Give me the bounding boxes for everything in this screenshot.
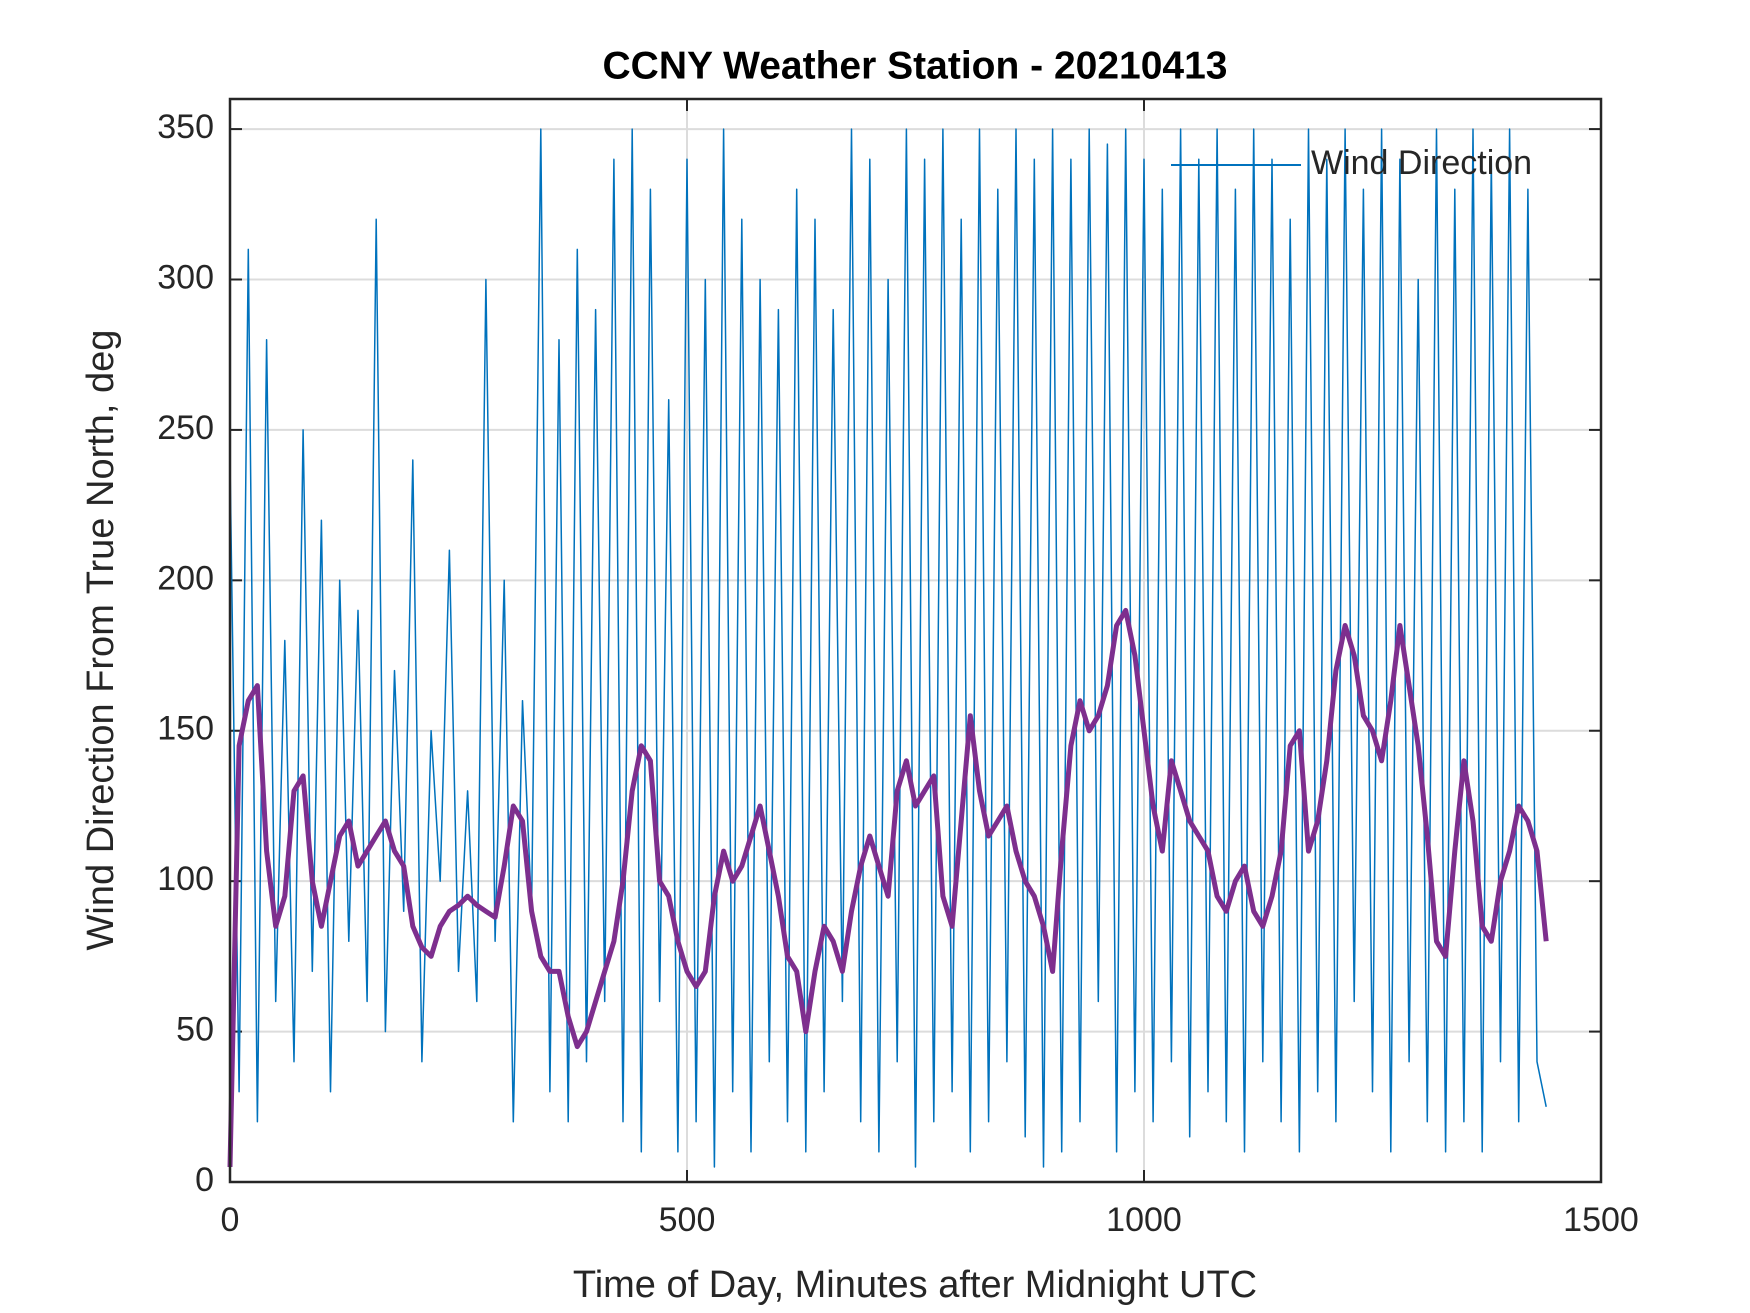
y-tick-label: 150 (157, 710, 214, 748)
x-tick-label: 1500 (1563, 1201, 1639, 1239)
x-tick-label: 0 (221, 1201, 240, 1239)
y-tick-label: 350 (157, 108, 214, 146)
x-tick-label: 500 (659, 1201, 716, 1239)
legend-label: Wind Direction (1311, 144, 1532, 182)
series-line (227, 607, 1549, 1168)
chart-title: CCNY Weather Station - 20210413 (603, 44, 1228, 87)
y-tick-label: 100 (157, 860, 214, 898)
y-tick-label: 0 (195, 1161, 214, 1199)
x-tick-label: 1000 (1106, 1201, 1182, 1239)
y-tick-label: 50 (176, 1011, 214, 1049)
plot-frame (228, 97, 1603, 1184)
series-line (229, 128, 1547, 1168)
x-axis-label: Time of Day, Minutes after Midnight UTC (573, 1264, 1257, 1306)
y-tick-label: 250 (157, 409, 214, 447)
y-tick-label: 300 (157, 258, 214, 296)
y-axis-label: Wind Direction From True North, deg (80, 330, 122, 951)
y-tick-label: 200 (157, 559, 214, 597)
